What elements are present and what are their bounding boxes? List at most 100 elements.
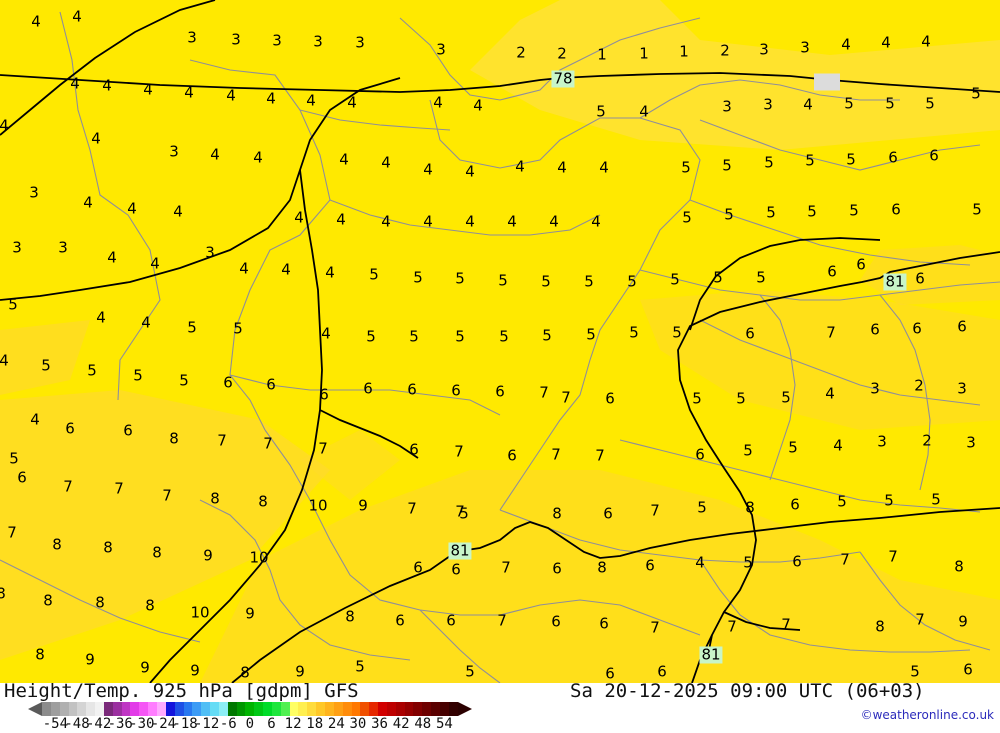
scale-tick-label: -30: [129, 716, 155, 732]
scale-swatch: [59, 702, 69, 716]
temperature-label: 10: [190, 603, 210, 622]
scale-swatch: [42, 702, 51, 716]
temperature-label: 6: [451, 560, 461, 579]
temperature-label: 4: [70, 74, 80, 93]
temperature-label: 6: [266, 375, 276, 394]
temperature-label: 9: [245, 604, 255, 623]
temperature-label: 5: [885, 94, 895, 113]
scale-swatch: [413, 702, 423, 716]
temperature-label: 8: [95, 593, 105, 612]
temperature-label: 6: [888, 148, 898, 167]
temperature-label: 4: [803, 95, 813, 114]
temperature-label: 5: [805, 151, 815, 170]
scale-swatch: [236, 702, 246, 716]
temperature-label: 5: [8, 295, 18, 314]
temperature-label: 5: [459, 504, 469, 523]
temperature-label: 9: [85, 650, 95, 669]
temperature-label: 7: [7, 523, 17, 542]
temperature-label: 3: [966, 433, 976, 452]
temperature-label: 2: [914, 376, 924, 395]
temperature-label: 5: [627, 272, 637, 291]
weather-map-canvas[interactable]: 4 4 3 3 3 3 3 3 2 2 1 1 1 2 3 3 4 4 4 4 4 4 4 4 4 4 4 4 4 5 4 3 3 4 5 5 5 5 4 4…: [0, 0, 1000, 683]
scale-tick-label: 18: [306, 716, 324, 732]
temperature-label: 5: [541, 272, 551, 291]
temperature-label: 5: [743, 441, 753, 460]
temperature-label: 4: [91, 129, 101, 148]
temperature-label: 5: [233, 319, 243, 338]
product-title: Height/Temp. 925 hPa [gdpm] GFS: [4, 680, 359, 702]
scale-swatch: [103, 702, 113, 716]
temperature-label: 7: [727, 617, 737, 636]
scale-swatch: [245, 702, 255, 716]
temperature-label: 4: [515, 157, 525, 176]
temperature-label: 4: [507, 212, 517, 231]
scale-swatch: [174, 702, 184, 716]
temperature-label: 4: [841, 35, 851, 54]
temperature-label: 8: [597, 558, 607, 577]
temperature-label: 6: [792, 552, 802, 571]
temperature-label: 5: [910, 662, 920, 681]
temperature-label: 4: [549, 212, 559, 231]
scale-tick-label: 42: [392, 716, 410, 732]
scale-swatch: [333, 702, 343, 716]
height-contour-label: 81: [448, 541, 472, 560]
scale-high-arrow: [458, 702, 472, 716]
temperature-label: 6: [223, 373, 233, 392]
temperature-label: 4: [281, 260, 291, 279]
administrative-borders-layer: [0, 11, 1000, 683]
temperature-label: 2: [720, 41, 730, 60]
temperature-label: 7: [455, 502, 465, 521]
temperature-label: 4: [881, 33, 891, 52]
temperature-label: 6: [929, 146, 939, 165]
temperature-label: 7: [781, 615, 791, 634]
temperature-label: 3: [187, 28, 197, 47]
temperature-label: 8: [258, 492, 268, 511]
temperature-label: 7: [561, 388, 571, 407]
temperature-label: 9: [958, 612, 968, 631]
scale-swatch: [254, 702, 264, 716]
scale-swatch: [112, 702, 122, 716]
scale-tick-label: 54: [435, 716, 453, 732]
scale-tick-label: -18: [172, 716, 198, 732]
temperature-label: 4: [102, 76, 112, 95]
temperature-label: 6: [870, 320, 880, 339]
scale-swatch: [165, 702, 175, 716]
temperature-label: 4: [226, 86, 236, 105]
temperature-label: 4: [557, 158, 567, 177]
temperature-label: 8: [103, 538, 113, 557]
temperature-label: 7: [318, 439, 328, 458]
temperature-label: 7: [63, 477, 73, 496]
temperature-label: 6: [891, 200, 901, 219]
scale-swatch: [369, 702, 379, 716]
temperature-label: 7: [454, 442, 464, 461]
temperature-label: 3: [231, 30, 241, 49]
model-run-timestamp: Sa 20-12-2025 09:00 UTC (06+03): [570, 680, 925, 702]
scale-swatch: [422, 702, 432, 716]
temperature-label: 4: [143, 80, 153, 99]
temperature-label: 5: [672, 323, 682, 342]
scale-tick-label: 12: [284, 716, 302, 732]
temperature-label: 6: [915, 269, 925, 288]
temperature-label: 6: [551, 612, 561, 631]
temperature-label: 6: [363, 379, 373, 398]
temperature-label: 2: [516, 43, 526, 62]
temperature-label: 4: [141, 313, 151, 332]
temperature-label: 5: [846, 150, 856, 169]
temperature-label: 4: [253, 148, 263, 167]
temperature-label: 6: [603, 504, 613, 523]
temperature-label: 4: [306, 91, 316, 110]
scale-swatch: [148, 702, 157, 716]
temperature-label: 5: [465, 662, 475, 681]
temperature-label: 7: [840, 550, 850, 569]
temperature-label: 6: [413, 558, 423, 577]
temperature-label: 5: [133, 366, 143, 385]
temperature-label: 6: [395, 611, 405, 630]
scale-swatch: [77, 702, 87, 716]
scale-swatch: [156, 702, 166, 716]
temperature-label: 7: [263, 434, 273, 453]
temperature-label: 5: [844, 94, 854, 113]
map-footer: Height/Temp. 925 hPa [gdpm] GFS Sa 20-12…: [0, 680, 1000, 733]
temperature-label: 5: [41, 356, 51, 375]
map-graphics: [0, 0, 1000, 683]
temperature-label: 5: [971, 84, 981, 103]
